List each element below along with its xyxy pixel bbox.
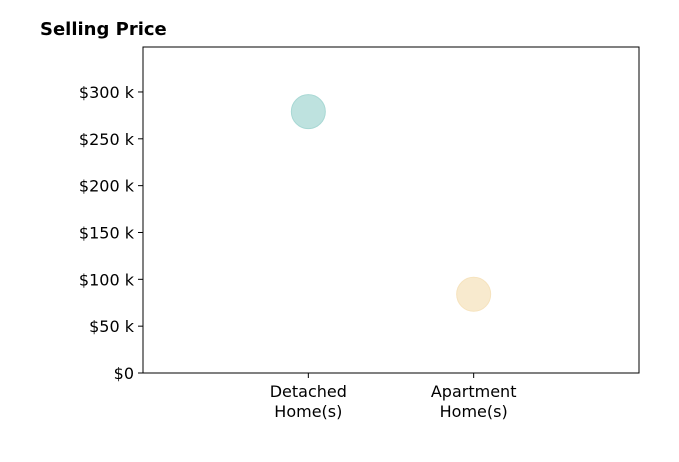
- x-tick-label-line: Apartment: [431, 382, 517, 401]
- y-tick-label: $50 k: [89, 317, 135, 336]
- plot-area: [142, 46, 640, 374]
- y-tick-label: $150 k: [79, 223, 135, 242]
- x-axis: Detached Home(s)Apartment Home(s): [270, 373, 517, 421]
- y-tick-label: $0: [114, 364, 134, 383]
- x-tick-label: Apartment Home(s): [431, 382, 517, 421]
- data-point: [290, 94, 326, 130]
- y-tick-label: $300 k: [79, 83, 135, 102]
- x-tick-label-line: Home(s): [440, 402, 508, 421]
- y-tick-label: $100 k: [79, 270, 135, 289]
- x-tick-label-line: Detached: [270, 382, 347, 401]
- plot-frame: [142, 46, 640, 374]
- data-point: [456, 276, 492, 312]
- y-axis: $0 $50 k $100 k $150 k $200 k $250 k $300 k: [79, 83, 143, 383]
- x-tick-label-line: Home(s): [274, 402, 342, 421]
- data-points: [290, 94, 492, 312]
- y-tick-label: $200 k: [79, 177, 135, 196]
- y-tick-label: $250 k: [79, 130, 135, 149]
- chart-title: Selling Price: [40, 19, 167, 40]
- x-tick-label: Detached Home(s): [270, 382, 347, 421]
